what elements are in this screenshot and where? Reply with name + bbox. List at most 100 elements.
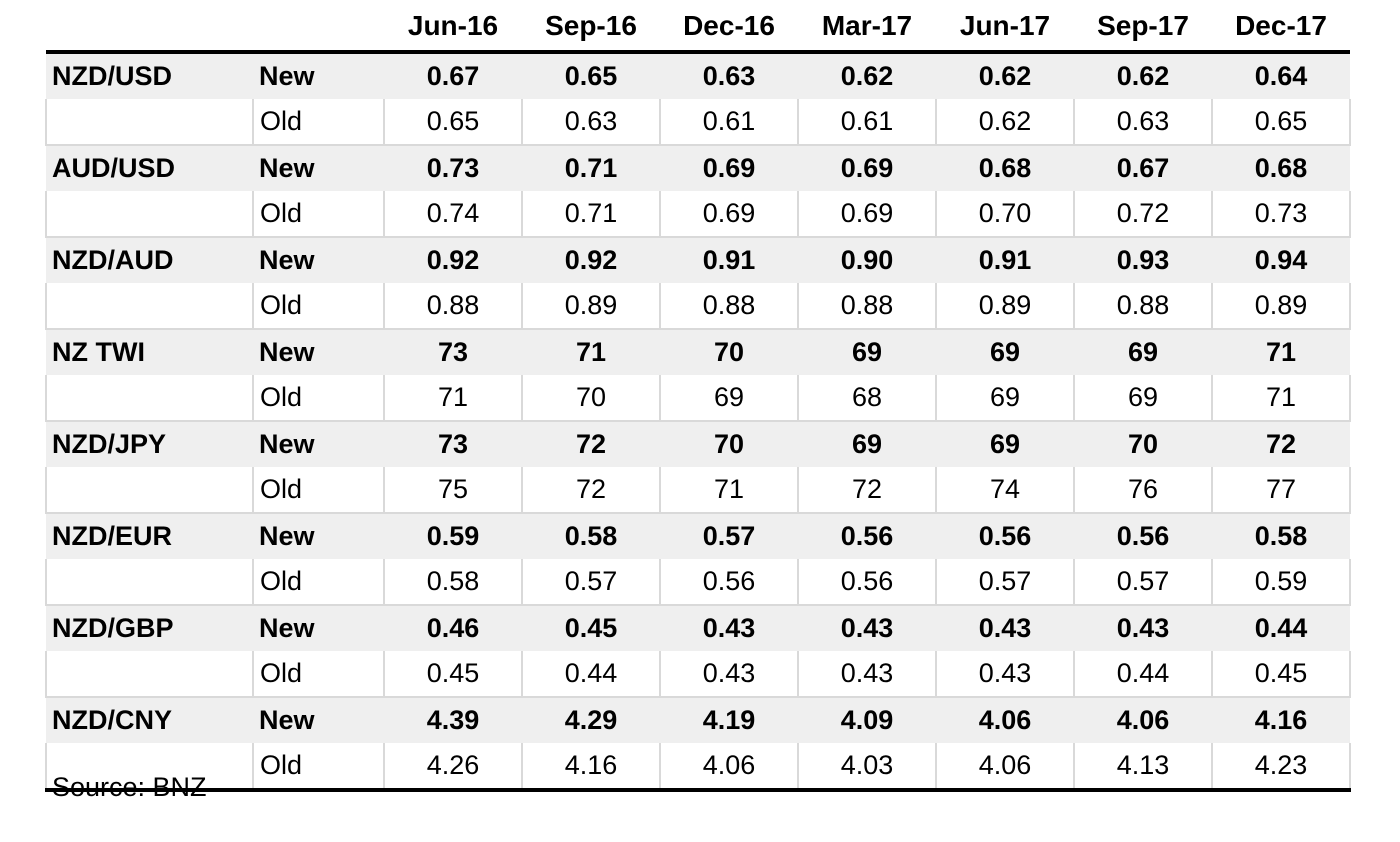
table-row: Old 75 72 71 72 74 76 77: [45, 467, 1351, 514]
table-row: Old 0.58 0.57 0.56 0.56 0.57 0.57 0.59: [45, 559, 1351, 606]
row-type-label: Old: [252, 559, 385, 606]
currency-pair-label: [45, 651, 254, 698]
currency-pair-label: [45, 375, 254, 422]
value-cell: 4.29: [522, 697, 660, 743]
row-type-label: Old: [252, 375, 385, 422]
table-row: Old 0.88 0.89 0.88 0.88 0.89 0.88 0.89: [45, 283, 1351, 330]
currency-pair-label: [45, 743, 254, 792]
value-cell: 0.89: [935, 283, 1075, 330]
value-cell: 0.91: [936, 237, 1074, 283]
value-cell: 72: [521, 467, 661, 514]
value-cell: 0.58: [1212, 513, 1350, 559]
value-cell: 69: [935, 375, 1075, 422]
value-cell: 71: [659, 467, 799, 514]
value-cell: 0.62: [1074, 52, 1212, 99]
value-cell: 0.90: [798, 237, 936, 283]
currency-pair-label: NZD/JPY: [46, 421, 253, 467]
value-cell: 0.56: [1074, 513, 1212, 559]
currency-pair-label: NZD/CNY: [46, 697, 253, 743]
currency-pair-label: NZ TWI: [46, 329, 253, 375]
value-cell: 72: [522, 421, 660, 467]
value-cell: 68: [797, 375, 937, 422]
value-cell: 0.59: [384, 513, 522, 559]
currency-pair-label: [45, 99, 254, 146]
currency-pair-label: AUD/USD: [46, 145, 253, 191]
value-cell: 0.44: [1212, 605, 1350, 651]
value-cell: 0.65: [522, 52, 660, 99]
value-cell: 77: [1211, 467, 1351, 514]
value-cell: 0.57: [521, 559, 661, 606]
value-cell: 4.16: [1212, 697, 1350, 743]
value-cell: 0.88: [1073, 283, 1213, 330]
row-type-label: New: [253, 52, 384, 99]
value-cell: 0.74: [383, 191, 523, 238]
value-cell: 0.56: [797, 559, 937, 606]
value-cell: 0.56: [936, 513, 1074, 559]
value-cell: 4.06: [1074, 697, 1212, 743]
currency-pair-label: NZD/USD: [46, 52, 253, 99]
row-type-label: New: [253, 145, 384, 191]
column-header: Sep-16: [522, 4, 660, 54]
value-cell: 4.39: [384, 697, 522, 743]
table-row: NZD/JPY New 73 72 70 69 69 70 72: [46, 421, 1350, 467]
row-type-label: Old: [252, 191, 385, 238]
value-cell: 69: [936, 421, 1074, 467]
currency-pair-label: NZD/GBP: [46, 605, 253, 651]
row-type-label: New: [253, 237, 384, 283]
value-cell: 0.57: [660, 513, 798, 559]
value-cell: 0.63: [1073, 99, 1213, 146]
value-cell: 0.71: [521, 191, 661, 238]
currency-pair-label: [45, 467, 254, 514]
table-row: Old 0.65 0.63 0.61 0.61 0.62 0.63 0.65: [45, 99, 1351, 146]
table-row: NZD/GBP New 0.46 0.45 0.43 0.43 0.43 0.43 0.44: [46, 605, 1350, 651]
value-cell: 72: [1212, 421, 1350, 467]
value-cell: 69: [798, 329, 936, 375]
value-cell: 4.06: [935, 743, 1075, 792]
value-cell: 4.09: [798, 697, 936, 743]
value-cell: 0.67: [1074, 145, 1212, 191]
value-cell: 0.45: [522, 605, 660, 651]
table-body: NZD/USD New 0.67 0.65 0.63 0.62 0.62 0.62 0.64 Ol…: [45, 52, 1351, 792]
table-row: NZ TWI New 73 71 70 69 69 69 71: [46, 329, 1350, 375]
value-cell: 69: [798, 421, 936, 467]
table-row: AUD/USD New 0.73 0.71 0.69 0.69 0.68 0.67 0.68: [46, 145, 1350, 191]
value-cell: 0.89: [521, 283, 661, 330]
value-cell: 4.26: [383, 743, 523, 792]
value-cell: 74: [935, 467, 1075, 514]
value-cell: 0.57: [935, 559, 1075, 606]
value-cell: 0.43: [936, 605, 1074, 651]
row-type-label: New: [253, 697, 384, 743]
value-cell: 0.68: [1212, 145, 1350, 191]
row-type-header-cell: [253, 4, 384, 54]
row-type-label: New: [253, 605, 384, 651]
value-cell: 4.16: [521, 743, 661, 792]
value-cell: 0.45: [1211, 651, 1351, 698]
value-cell: 73: [384, 329, 522, 375]
value-cell: 0.69: [660, 145, 798, 191]
value-cell: 69: [936, 329, 1074, 375]
column-header: Sep-17: [1074, 4, 1212, 54]
value-cell: 0.61: [659, 99, 799, 146]
value-cell: 0.43: [798, 605, 936, 651]
value-cell: 0.70: [935, 191, 1075, 238]
table-row: Old 4.26 4.16 4.06 4.03 4.06 4.13 4.23: [45, 743, 1351, 792]
value-cell: 0.69: [797, 191, 937, 238]
row-type-label: Old: [252, 99, 385, 146]
value-cell: 0.73: [384, 145, 522, 191]
table-row: Old 0.74 0.71 0.69 0.69 0.70 0.72 0.73: [45, 191, 1351, 238]
row-type-label: Old: [252, 467, 385, 514]
value-cell: 0.68: [936, 145, 1074, 191]
column-header: Dec-17: [1212, 4, 1350, 54]
source-note: Source: BNZ: [52, 772, 207, 802]
value-cell: 0.65: [1211, 99, 1351, 146]
value-cell: 4.19: [660, 697, 798, 743]
row-type-label: Old: [252, 743, 385, 792]
value-cell: 0.59: [1211, 559, 1351, 606]
value-cell: 0.73: [1211, 191, 1351, 238]
value-cell: 0.62: [798, 52, 936, 99]
value-cell: 0.69: [798, 145, 936, 191]
value-cell: 0.43: [935, 651, 1075, 698]
value-cell: 73: [384, 421, 522, 467]
value-cell: 0.43: [659, 651, 799, 698]
